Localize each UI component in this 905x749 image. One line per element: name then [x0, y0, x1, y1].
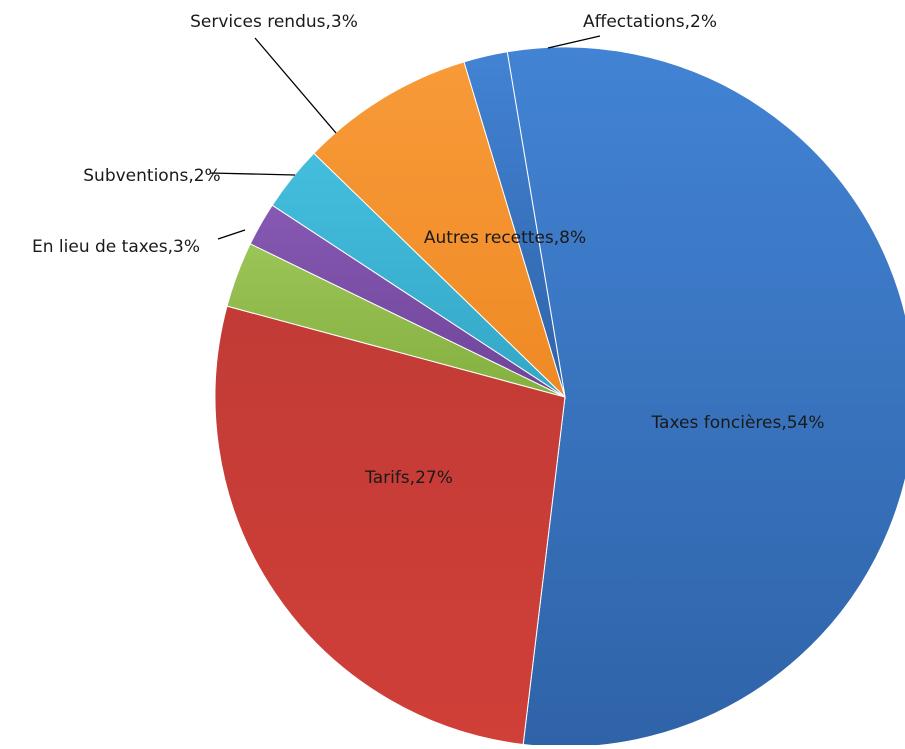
data-label-services-rendus: Services rendus,3%: [190, 12, 358, 32]
data-label-subventions: Subventions,2%: [83, 166, 220, 186]
data-label-autres-recettes: Autres recettes,8%: [424, 228, 586, 248]
pie-slice-tarifs: [214, 305, 566, 746]
leader-lines: [209, 35, 601, 240]
pie-slices: [214, 46, 905, 748]
leader-line-affectations: [547, 35, 601, 49]
data-label-en-lieu-de-taxes: En lieu de taxes,3%: [32, 237, 200, 257]
data-label-affectations: Affectations,2%: [583, 12, 717, 32]
leader-line-en-lieu-de-taxes: [217, 229, 246, 240]
data-labels: Taxes foncières,54% Tarifs,27% En lieu de …: [32, 12, 825, 488]
data-label-tarifs: Tarifs,27%: [364, 468, 453, 488]
leader-line-services-rendus: [254, 37, 337, 134]
pie-slice-autres-recettes: [313, 61, 567, 399]
pie-slice-affectations: [463, 51, 566, 398]
data-label-taxes-fonci-res: Taxes foncières,54%: [650, 413, 824, 433]
pie-slice-taxes-fonci-res: [506, 46, 905, 748]
leader-line-subventions: [209, 172, 296, 176]
